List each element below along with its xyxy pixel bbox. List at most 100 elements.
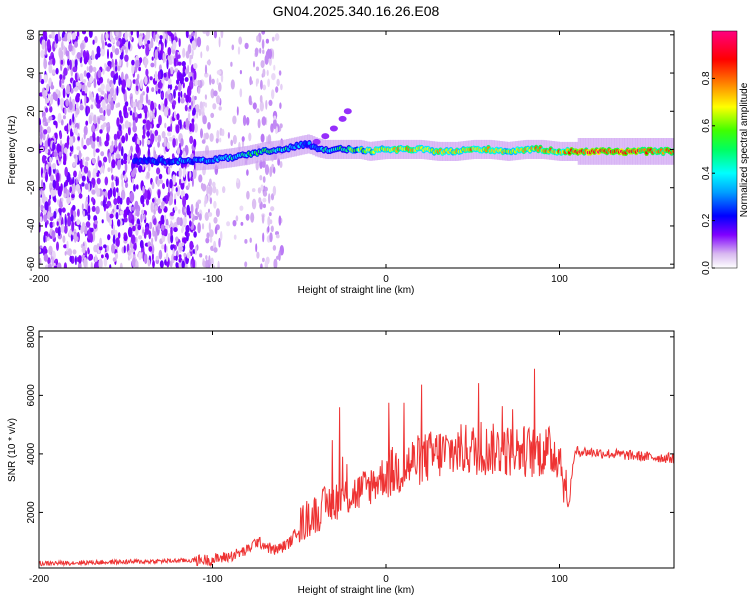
spectrogram-speckle <box>135 260 139 267</box>
spectrogram-speckle <box>63 225 68 234</box>
spectrogram-speckle <box>40 131 43 140</box>
spectrogram-speckle <box>107 189 111 200</box>
spectrogram-speckle <box>212 185 217 194</box>
spectrogram-speckle <box>141 209 145 215</box>
spectrogram-speckle <box>47 92 50 101</box>
spectrogram-speckle <box>69 136 74 147</box>
spectrogram-speckle <box>230 61 233 67</box>
spectrogram-speckle <box>202 115 207 125</box>
spectrogram-speckle <box>64 33 68 42</box>
spectrogram-speckle <box>258 197 262 204</box>
spectrogram-speckle <box>177 91 181 97</box>
spectrogram-speckle <box>210 112 215 118</box>
spectrogram-speckle <box>146 139 151 145</box>
spectrogram-speckle <box>117 219 121 227</box>
spectrogram-speckle <box>161 92 165 99</box>
spectrogram-speckle <box>180 98 185 104</box>
spectrogram-speckle <box>279 102 282 109</box>
spectrogram-speckle <box>169 195 174 206</box>
spectrogram-speckle <box>183 237 187 244</box>
spectrogram-speckle <box>256 35 260 42</box>
spectrogram-speckle <box>124 120 130 129</box>
spectrogram-speckle <box>198 213 202 221</box>
spectrogram-speckle <box>145 198 150 206</box>
spectrogram-speckle <box>52 91 57 101</box>
spectrogram-speckle <box>75 81 80 87</box>
spectrogram-speckle <box>165 33 169 41</box>
spectrogram-speckle <box>130 234 136 244</box>
spectrogram-speckle <box>111 181 115 190</box>
spectrogram-speckle <box>62 74 66 80</box>
spectrogram-speckle <box>273 115 277 120</box>
chart-title: GN04.2025.340.16.26.E08 <box>273 3 440 19</box>
snr-x-label: Height of straight line (km) <box>298 585 415 596</box>
spectrogram-speckle <box>172 174 177 186</box>
spectrogram-speckle <box>168 137 173 142</box>
spectrogram-speckle <box>113 198 118 205</box>
spectrogram-speckle <box>72 162 76 167</box>
spectrogram-speckle <box>106 66 111 72</box>
snr-panel: -200 -100 0 100 2000 4000 6000 8000 Height of s… <box>7 325 675 596</box>
spectrogram-speckle <box>237 46 241 55</box>
spectrogram-speckle <box>152 198 155 203</box>
spectrogram-speckle <box>206 60 211 66</box>
spectrogram-speckle <box>82 79 87 83</box>
spectrogram-speckle <box>122 37 126 45</box>
spectrogram-speckle <box>182 167 186 178</box>
spectrogram-speckle <box>116 187 119 193</box>
spectrogram-speckle <box>132 225 136 232</box>
spectrogram-speckle <box>181 124 184 130</box>
spectrogram-speckle <box>240 221 244 226</box>
spectrogram-speckle <box>149 76 153 81</box>
spectrogram-speckle <box>183 252 187 258</box>
spectrogram-speckle <box>193 138 197 148</box>
spectrogram-speckle <box>123 245 126 254</box>
spectrogram-speckle <box>197 79 201 87</box>
spectrogram-speckle <box>61 207 66 213</box>
spectrogram-speckle <box>170 244 174 251</box>
spectrogram-speckle <box>63 45 66 56</box>
spectrogram-speckle <box>76 219 81 226</box>
spectrogram-speckle <box>49 174 55 182</box>
spectrogram-speckle <box>56 172 60 183</box>
spectrogram-speckle <box>145 68 149 77</box>
spectrogram-speckle <box>157 88 161 94</box>
spectrogram-speckle <box>43 31 47 39</box>
spectrogram-speckle <box>154 57 157 69</box>
spectrogram-speckle <box>206 45 210 52</box>
spectrogram-speckle <box>92 170 97 179</box>
spectrogram-speckle <box>195 104 200 113</box>
spectrogram-speckle <box>144 111 147 119</box>
spectrogram-speckle <box>61 40 64 51</box>
spectrogram-speckle <box>115 71 119 81</box>
spectrogram-speckle <box>161 201 165 207</box>
spectrogram-speckle <box>279 161 283 168</box>
spectrogram-speckle <box>184 208 187 213</box>
spectrogram-speckle <box>135 59 140 68</box>
spectrogram-speckle <box>178 72 183 80</box>
spectrogram-speckle <box>197 199 202 204</box>
spectrogram-speckle <box>256 251 260 259</box>
spectrogram-speckle <box>201 223 205 230</box>
spectrogram-speckle <box>131 257 136 268</box>
spectrogram-speckle <box>150 37 154 49</box>
spectrogram-speckle <box>80 48 83 58</box>
spectrogram-speckle <box>75 179 79 185</box>
spectrogram-speckle <box>96 187 101 197</box>
spectrogram-speckle <box>98 258 103 268</box>
spectrogram-speckle <box>91 157 96 164</box>
spectrogram-speckle <box>238 36 243 45</box>
spectrogram-speckle <box>202 31 207 34</box>
spectrogram-speckle <box>107 234 111 241</box>
spectrogram-speckle <box>169 212 175 217</box>
spectrogram-speckle <box>208 222 211 232</box>
spectrogram-speckle <box>176 216 181 226</box>
spectrogram-speckle <box>68 229 72 236</box>
spectrogram-speckle <box>127 250 131 256</box>
spectrogram-speckle <box>167 131 172 137</box>
spectrogram-speckle <box>279 123 283 129</box>
spectrogram-speckle <box>268 99 273 106</box>
spectrogram-speckle <box>132 101 137 107</box>
spectrogram-speckle <box>178 257 182 263</box>
spectrogram-speckle <box>177 95 181 104</box>
